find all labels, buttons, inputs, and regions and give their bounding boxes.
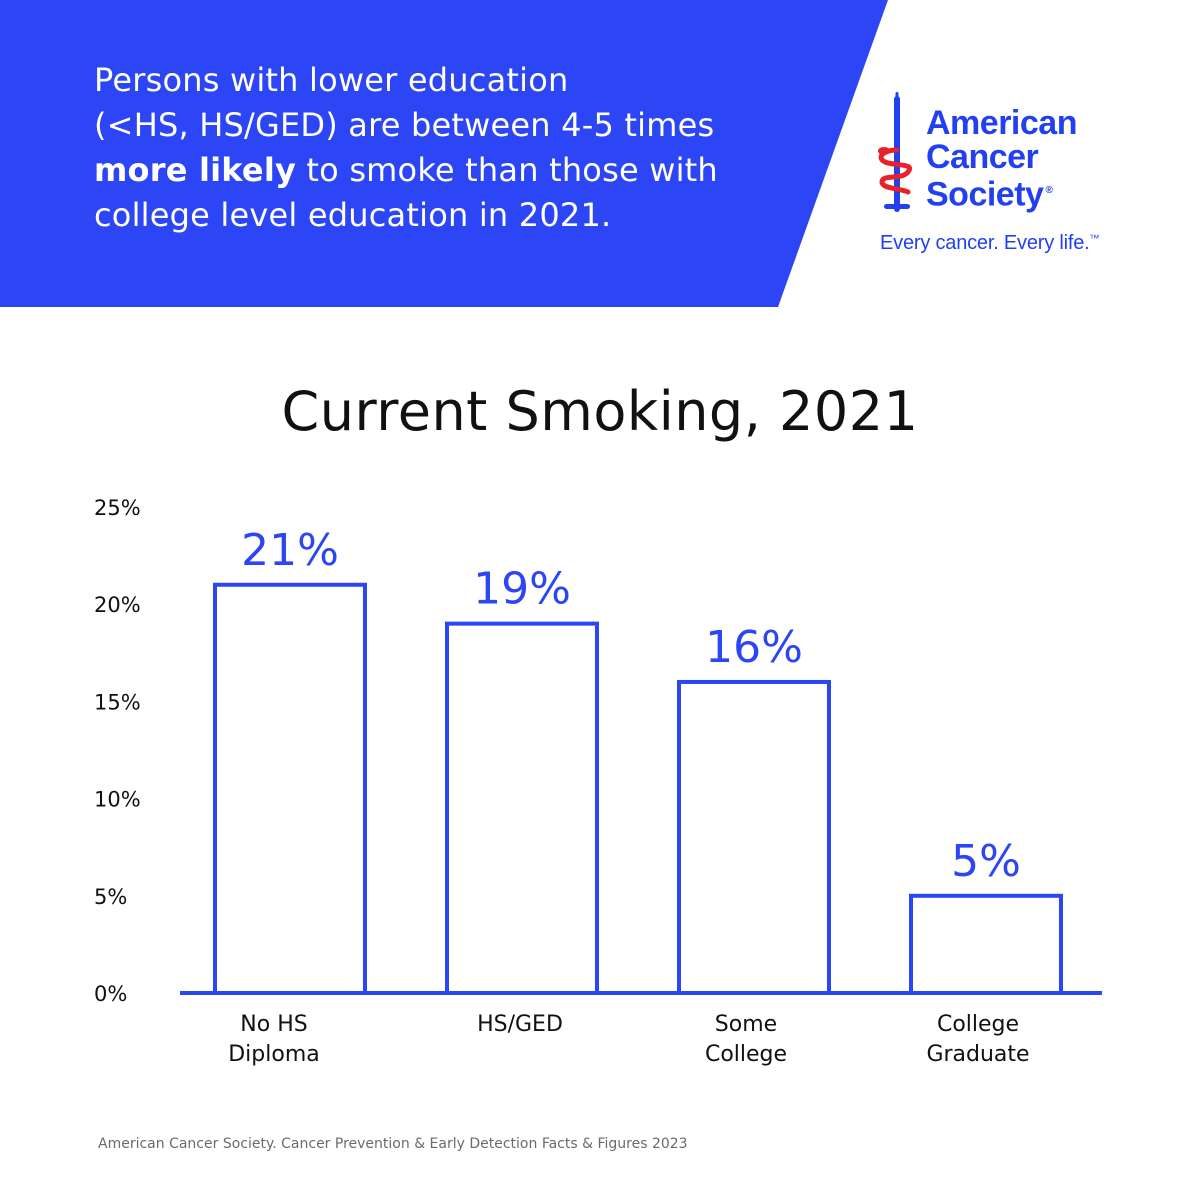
y-tick-label: 20% bbox=[94, 593, 141, 617]
logo-line-2: Cancer bbox=[926, 138, 1039, 176]
x-category-label: HS/GED bbox=[477, 1012, 563, 1037]
y-tick-label: 25% bbox=[94, 496, 141, 520]
sword-and-serpent-icon bbox=[878, 92, 912, 212]
bar bbox=[213, 582, 367, 995]
registered-mark: ® bbox=[1045, 185, 1053, 196]
headline: Persons with lower education (<HS, HS/GE… bbox=[94, 58, 784, 238]
bar bbox=[909, 893, 1063, 995]
logo-tagline: Every cancer. Every life.™ bbox=[880, 232, 1100, 255]
headline-line-3: more likely to smoke than those with bbox=[94, 148, 784, 193]
logo-line-3-text: Society bbox=[926, 175, 1044, 214]
bar-value-label: 21% bbox=[241, 525, 339, 576]
bar-value-label: 19% bbox=[473, 564, 571, 615]
tagline-text: Every cancer. Every life. bbox=[880, 232, 1090, 254]
x-category-label: College Graduate bbox=[926, 1012, 1029, 1067]
headline-emphasis: more likely bbox=[94, 151, 297, 189]
x-category-label: No HS Diploma bbox=[228, 1012, 320, 1067]
bar bbox=[445, 621, 599, 995]
bar bbox=[677, 679, 831, 996]
trademark-mark: ™ bbox=[1089, 233, 1100, 245]
headline-line-4: college level education in 2021. bbox=[94, 196, 612, 234]
headline-line-2: (<HS, HS/GED) are between 4-5 times bbox=[94, 106, 715, 144]
x-category-label: Some College bbox=[705, 1012, 787, 1067]
bar-value-label: 5% bbox=[951, 836, 1021, 887]
chart-title: Current Smoking, 2021 bbox=[281, 380, 919, 443]
headline-line-1: Persons with lower education bbox=[94, 61, 569, 99]
y-tick-label: 15% bbox=[94, 690, 141, 714]
bar-value-label: 16% bbox=[705, 622, 803, 673]
y-tick-label: 10% bbox=[94, 788, 141, 812]
headline-line-3-rest: to smoke than those with bbox=[296, 151, 718, 189]
y-tick-label: 0% bbox=[94, 982, 127, 1006]
logo-wordmark: American Cancer Society ® bbox=[926, 106, 1077, 211]
source-citation: American Cancer Society. Cancer Preventi… bbox=[98, 1136, 688, 1152]
y-tick-label: 5% bbox=[94, 885, 127, 909]
american-cancer-society-logo: American Cancer Society ® Every cancer. E… bbox=[868, 92, 1128, 272]
logo-line-1: American bbox=[926, 104, 1077, 142]
logo-line-3: Society ® bbox=[926, 174, 1077, 211]
